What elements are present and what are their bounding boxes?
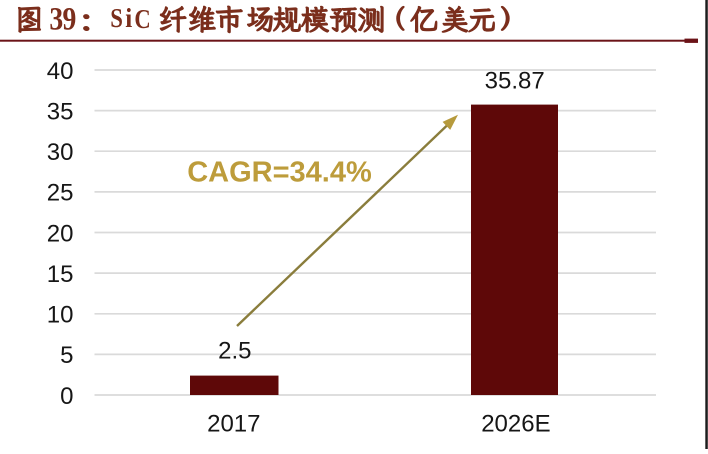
svg-text:S: S (110, 4, 123, 33)
svg-text:2017: 2017 (207, 410, 260, 437)
svg-text:2026E: 2026E (481, 410, 550, 437)
svg-text:3: 3 (49, 0, 63, 37)
svg-text:10: 10 (47, 302, 74, 329)
svg-text:35: 35 (47, 98, 74, 125)
svg-text:C: C (134, 4, 150, 35)
svg-text:20: 20 (47, 220, 74, 247)
svg-text:CAGR=34.4%: CAGR=34.4% (187, 157, 372, 189)
svg-text:40: 40 (47, 58, 74, 85)
svg-text:9: 9 (63, 0, 77, 37)
svg-text:5: 5 (60, 342, 73, 369)
svg-text:30: 30 (47, 139, 74, 166)
svg-text:i: i (125, 3, 132, 33)
svg-text:35.87: 35.87 (485, 67, 545, 94)
svg-text:0: 0 (60, 383, 73, 410)
svg-text:25: 25 (47, 180, 74, 207)
svg-text:2.5: 2.5 (218, 337, 251, 364)
svg-text:15: 15 (47, 261, 74, 288)
